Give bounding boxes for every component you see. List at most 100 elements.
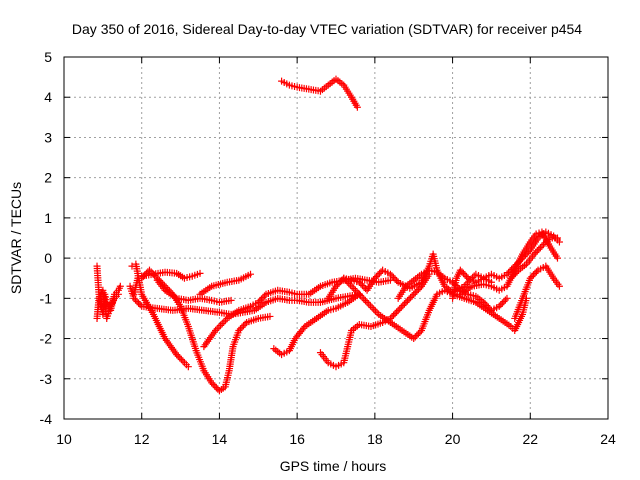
data-point	[220, 318, 228, 326]
data-point	[408, 292, 416, 300]
data-point	[222, 316, 230, 324]
data-point	[236, 325, 244, 333]
data-point	[394, 306, 402, 314]
data-point	[495, 302, 503, 310]
data-point	[141, 271, 149, 279]
data-point	[142, 269, 150, 277]
data-point	[348, 283, 356, 291]
data-point	[360, 295, 368, 303]
data-point	[391, 310, 399, 318]
x-tick-label: 22	[522, 431, 538, 447]
data-point	[356, 291, 364, 299]
chart-title: Day 350 of 2016, Sidereal Day-to-day VTE…	[72, 21, 582, 37]
data-point	[211, 382, 219, 390]
data-point	[503, 294, 511, 302]
plot-frame	[63, 56, 609, 420]
y-tick-label: -2	[40, 331, 53, 347]
data-point	[363, 298, 371, 306]
data-point	[332, 282, 340, 290]
data-point	[149, 270, 157, 278]
data-point	[353, 103, 361, 111]
y-tick-label: -3	[40, 371, 53, 387]
data-point	[463, 273, 471, 281]
data-point	[508, 273, 516, 281]
data-point	[346, 281, 354, 289]
data-point	[374, 271, 382, 279]
data-point	[541, 239, 549, 247]
y-axis-label: SDTVAR / TECUs	[8, 182, 24, 294]
data-point	[335, 279, 343, 287]
series-track-g	[153, 276, 235, 306]
data-point	[173, 351, 181, 359]
data-point	[533, 247, 541, 255]
data-point	[376, 269, 384, 277]
data-point	[386, 270, 394, 278]
data-point	[116, 282, 124, 290]
series-track-s	[507, 234, 561, 282]
series-track-h	[196, 270, 255, 298]
y-tick-label: 4	[44, 89, 52, 105]
data-point	[539, 240, 547, 248]
y-tick-label: 5	[44, 49, 52, 65]
data-point	[553, 234, 561, 242]
series-track-k	[270, 290, 363, 359]
x-tick-label: 18	[367, 431, 383, 447]
data-point	[196, 269, 204, 277]
data-point	[402, 298, 410, 306]
series-track-q	[456, 228, 561, 298]
series-track-o	[394, 266, 511, 314]
data-point	[553, 254, 561, 262]
data-point	[530, 250, 538, 258]
data-point	[254, 298, 262, 306]
data-point	[341, 276, 349, 284]
data-point	[334, 281, 342, 289]
data-point	[555, 238, 563, 246]
data-point	[257, 295, 265, 303]
data-point	[130, 294, 138, 302]
data-point	[351, 286, 359, 294]
data-point	[300, 324, 308, 332]
data-point	[536, 244, 544, 252]
data-point	[459, 269, 467, 277]
x-axis-label: GPS time / hours	[280, 458, 387, 474]
data-point	[410, 335, 418, 343]
data-point	[533, 268, 541, 276]
data-point	[135, 299, 143, 307]
data-point	[414, 285, 422, 293]
data-point	[526, 274, 534, 282]
data-point	[396, 305, 404, 313]
data-point	[397, 303, 405, 311]
data-point	[152, 273, 160, 281]
data-point	[357, 280, 365, 288]
data-point	[355, 278, 363, 286]
data-point	[371, 274, 379, 282]
data-point	[390, 311, 398, 319]
data-point	[390, 273, 398, 281]
data-point	[393, 308, 401, 316]
data-point	[350, 285, 358, 293]
data-point	[368, 304, 376, 312]
data-point	[353, 288, 361, 296]
y-tick-label: -4	[40, 411, 53, 427]
series-track-e	[128, 260, 192, 371]
data-point	[512, 269, 520, 277]
data-point	[138, 274, 146, 282]
data-point	[373, 309, 381, 317]
data-point	[372, 273, 380, 281]
data-point	[212, 327, 220, 335]
data-point	[513, 268, 521, 276]
data-point	[133, 298, 141, 306]
data-point	[416, 284, 424, 292]
data-point	[538, 242, 546, 250]
data-point	[544, 236, 552, 244]
data-point	[391, 275, 399, 283]
data-point	[484, 303, 492, 311]
data-point	[413, 331, 421, 339]
data-point	[528, 273, 536, 281]
data-point	[531, 269, 539, 277]
x-tick-label: 10	[56, 431, 72, 447]
x-tick-label: 16	[289, 431, 305, 447]
data-point	[481, 300, 489, 308]
data-point	[393, 277, 401, 285]
x-tick-label: 14	[212, 431, 228, 447]
